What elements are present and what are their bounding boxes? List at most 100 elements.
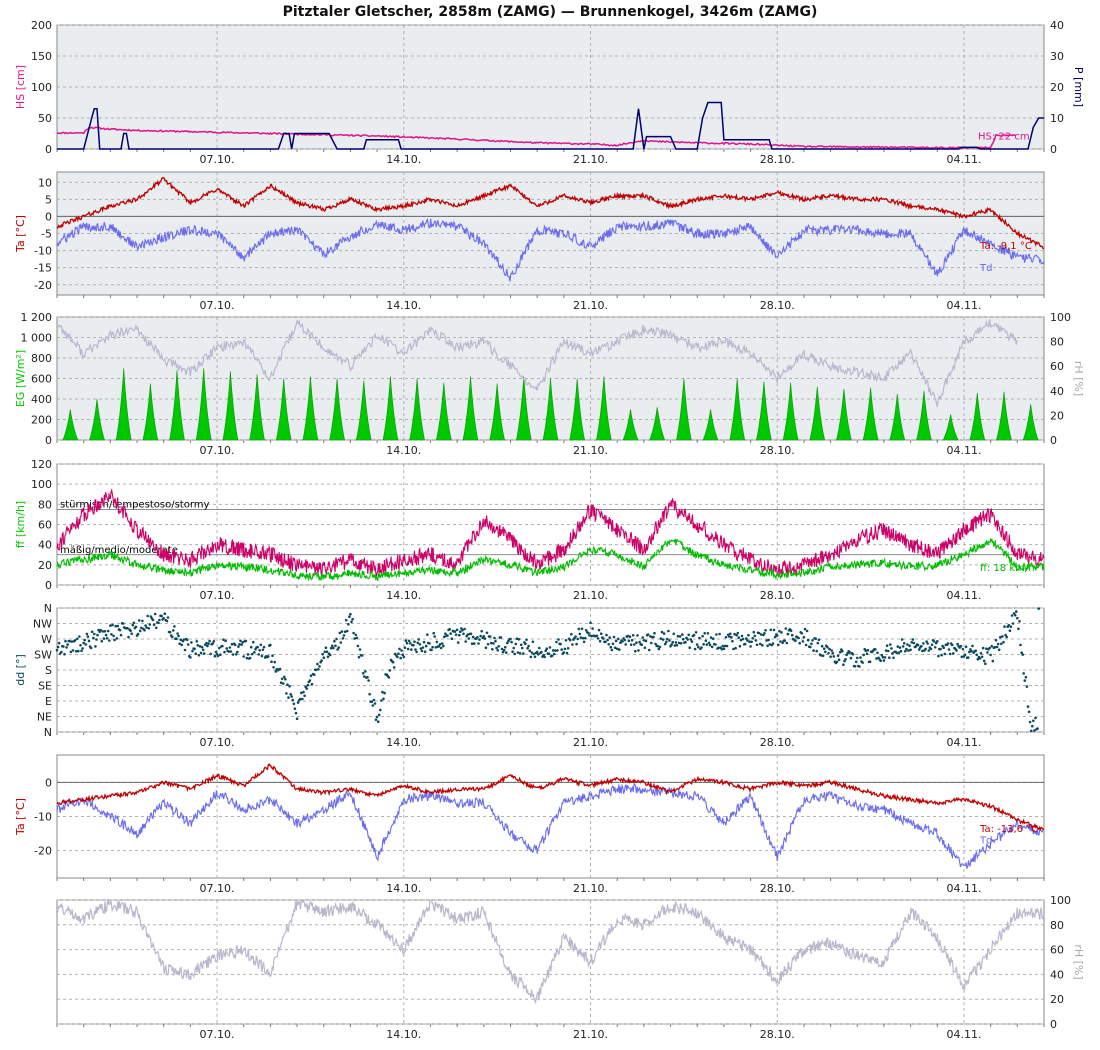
dd-point <box>371 704 375 707</box>
dd-point <box>66 643 69 646</box>
dd-point <box>703 632 706 635</box>
y-tick-label: SW <box>34 649 52 662</box>
dd-point <box>982 659 986 663</box>
dd-point <box>752 630 756 634</box>
dd-point <box>997 648 1001 652</box>
dd-point <box>78 635 81 638</box>
dd-point <box>412 643 415 647</box>
dd-point <box>917 648 921 651</box>
panel-temp-pitztal: -20 -15 -10 -5 0 5 10 07.10. 14.10. 21.10. 28.10. 0… <box>14 171 1045 312</box>
dd-point <box>522 652 525 655</box>
dd-point <box>525 638 528 642</box>
dd-point <box>750 640 753 644</box>
dd-point <box>444 632 447 635</box>
dd-point <box>659 637 663 640</box>
y-axis-label: ff [km/h] <box>14 501 27 548</box>
dd-point <box>176 632 179 635</box>
dd-point <box>112 634 115 638</box>
dd-point <box>908 644 911 648</box>
dd-point <box>832 655 836 658</box>
x-tick-label: 14.10. <box>386 153 421 166</box>
y-tick-label: SE <box>38 680 52 693</box>
dd-point <box>827 652 830 655</box>
dd-point <box>906 643 909 646</box>
dd-point <box>876 651 879 655</box>
dd-point <box>538 646 541 650</box>
dd-point <box>253 651 256 654</box>
dd-point <box>101 630 105 633</box>
dd-point <box>999 635 1002 639</box>
dd-point <box>324 646 328 649</box>
dd-point <box>689 638 693 641</box>
dd-point <box>740 634 744 638</box>
dd-point <box>605 633 608 637</box>
dd-point <box>186 643 190 646</box>
dd-point <box>140 626 143 630</box>
dd-point <box>471 635 475 639</box>
dd-point <box>414 648 417 651</box>
eg-daily-peak <box>649 407 666 441</box>
dd-point <box>239 639 242 643</box>
dd-point <box>258 649 262 652</box>
dd-point <box>353 637 357 640</box>
dd-point <box>535 650 539 654</box>
dd-point <box>340 630 344 633</box>
dd-point <box>947 648 951 651</box>
dd-point <box>170 635 174 639</box>
dd-point <box>143 629 146 632</box>
dd-point <box>711 637 715 641</box>
dd-point <box>670 643 673 646</box>
dd-point <box>446 634 449 637</box>
dd-point <box>334 644 337 648</box>
dd-point <box>488 635 492 638</box>
dd-point <box>649 635 652 638</box>
dd-point <box>109 624 112 627</box>
dd-point <box>509 637 512 641</box>
x-tick-label: 21.10. <box>573 1028 608 1041</box>
series-gust-line <box>56 488 1045 578</box>
dd-point <box>665 640 668 644</box>
dd-point <box>377 713 381 717</box>
dd-point <box>722 647 726 650</box>
dd-point <box>624 643 627 646</box>
dd-point <box>933 646 937 649</box>
dd-point <box>205 641 208 645</box>
dd-point <box>198 645 202 648</box>
dd-point <box>562 651 566 654</box>
dd-point <box>379 708 382 712</box>
dd-point <box>438 643 442 646</box>
dd-point <box>559 642 562 646</box>
dd-point <box>172 629 175 632</box>
dd-point <box>583 636 587 640</box>
dd-point <box>708 643 712 647</box>
annotation-hs: HS: 22 cm <box>978 131 1030 142</box>
dd-point <box>351 617 354 621</box>
dd-point <box>63 652 66 656</box>
y-tick-label: 1 200 <box>21 311 53 324</box>
dd-point <box>646 633 650 636</box>
dd-point <box>216 654 220 658</box>
dd-point <box>472 642 476 645</box>
dd-point <box>1031 724 1034 728</box>
dd-point <box>899 649 903 653</box>
dd-point <box>606 638 609 642</box>
dd-point <box>862 653 865 657</box>
dd-point <box>577 627 581 631</box>
dd-point <box>816 641 820 645</box>
dd-point <box>907 649 910 652</box>
eg-daily-peak <box>302 376 319 441</box>
dd-point <box>1005 635 1008 639</box>
y-tick-label: 0 <box>45 776 52 789</box>
x-tick-label: 28.10. <box>760 153 795 166</box>
dd-point <box>1004 633 1007 637</box>
dd-point <box>458 633 461 637</box>
dd-point <box>668 639 671 642</box>
eg-daily-peak <box>462 376 479 441</box>
dd-point <box>829 655 832 658</box>
y-tick-label: -10 <box>34 245 52 258</box>
dd-point <box>821 654 825 657</box>
dd-point <box>105 637 109 640</box>
dd-point <box>464 640 468 643</box>
dd-point <box>981 646 985 650</box>
dd-point <box>82 641 85 645</box>
